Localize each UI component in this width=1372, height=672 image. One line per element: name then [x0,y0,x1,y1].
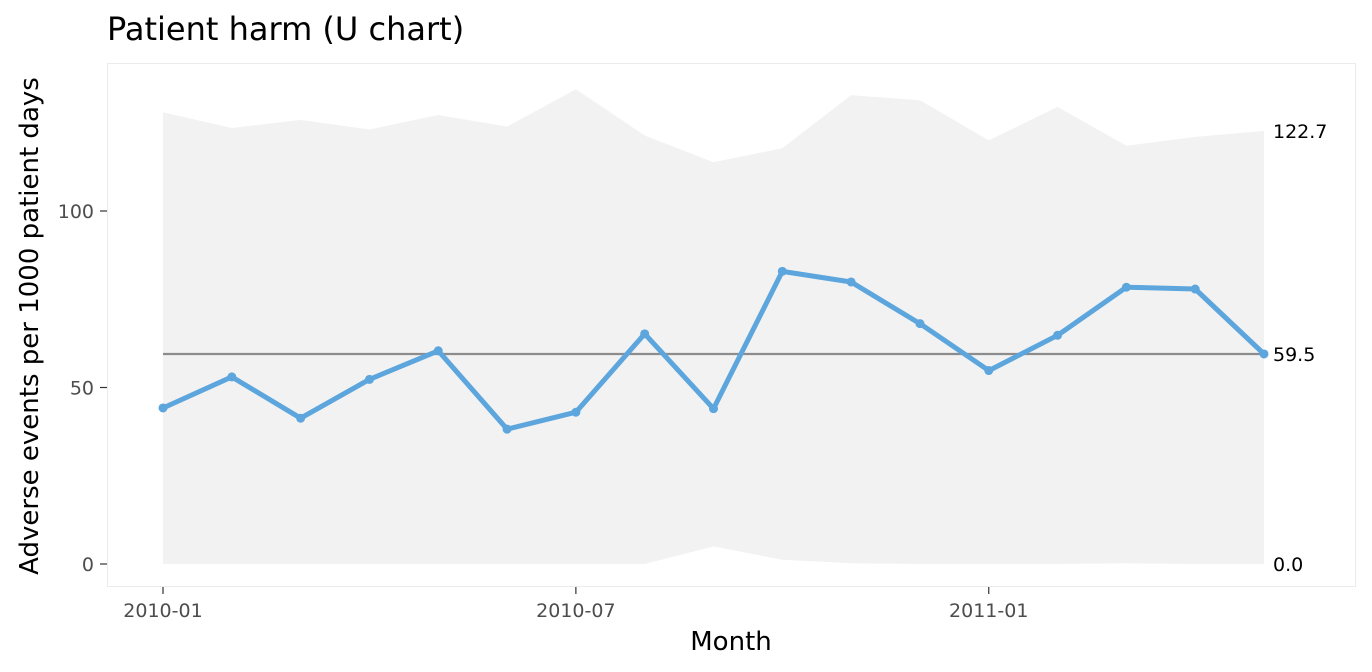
data-point [364,374,374,384]
control-limit-band [163,89,1264,564]
data-point [158,403,168,413]
y-tick-label: 100 [58,201,94,223]
data-point [709,404,718,414]
data-point [915,319,925,329]
data-point [1121,282,1131,292]
chart-title: Patient harm (U chart) [107,10,464,48]
x-tick-label: 2010-01 [123,600,202,622]
x-axis-title: Month [690,627,772,657]
data-point [433,346,443,356]
upper-limit-label: 122.7 [1273,121,1327,143]
data-point [502,424,512,434]
y-axis-title: Adverse events per 1000 patient days [15,77,45,575]
data-point [571,407,581,417]
data-point [1190,284,1200,294]
y-tick-label: 50 [70,378,94,400]
data-point [1053,330,1063,340]
x-tick-label: 2010-07 [536,600,615,622]
limit-band-area [163,89,1264,564]
data-point [1259,349,1269,359]
y-axis: 0 50 100 [58,201,107,576]
data-point [846,277,856,287]
data-point [640,329,650,339]
series-layer [158,266,1269,434]
x-axis: 2010-01 2010-07 2011-01 [123,587,1028,622]
data-point [777,266,787,276]
center-line-label: 59.5 [1273,344,1315,366]
data-point [227,372,237,382]
end-labels: 122.7 59.5 0.0 [1273,121,1327,576]
data-point [984,366,994,376]
data-point [296,413,306,423]
x-tick-label: 2011-01 [949,600,1028,622]
lower-limit-label: 0.0 [1273,554,1303,576]
y-tick-label: 0 [82,554,94,576]
